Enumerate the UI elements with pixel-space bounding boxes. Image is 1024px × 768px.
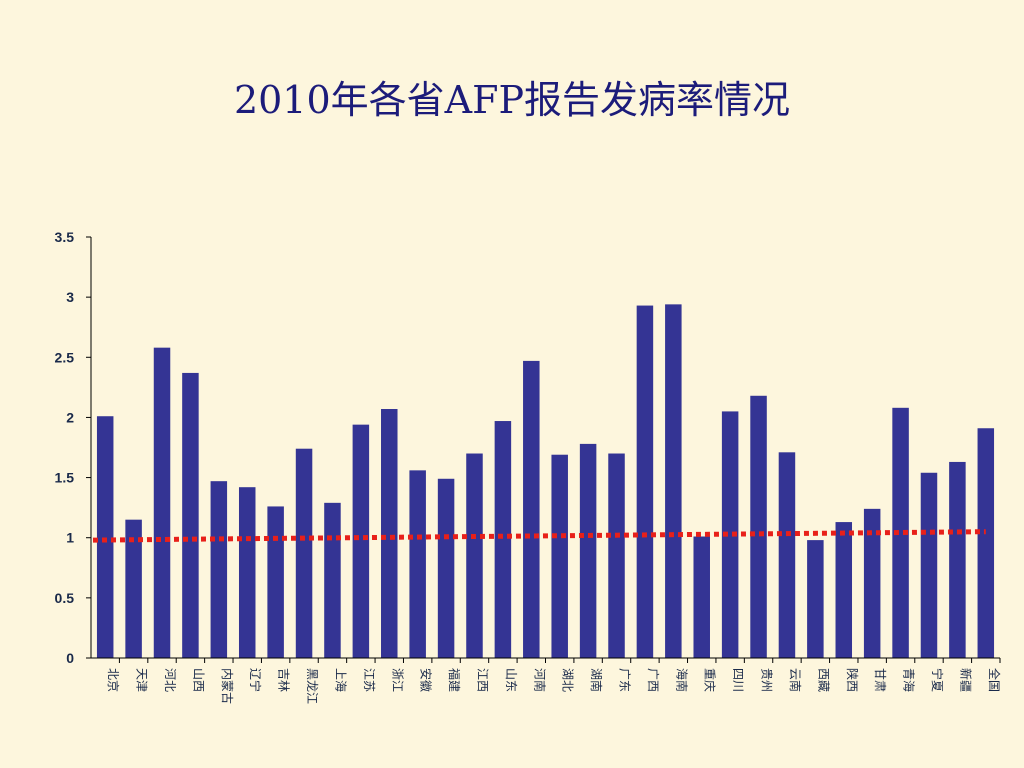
category-label: 上海 bbox=[333, 668, 348, 692]
y-tick-label: 1 bbox=[66, 530, 74, 546]
category-label: 山西 bbox=[191, 668, 205, 692]
x-axis: 北京 天津 河北 山西 内蒙古 辽宁 吉林 黑龙江 上海 江苏 浙江 安徽 福建 江西 山东 河南 湖北 湖南 广东… bbox=[91, 657, 1002, 704]
bar bbox=[863, 508, 881, 658]
y-tick-label: 3.5 bbox=[55, 229, 75, 245]
category-label: 云南 bbox=[788, 668, 803, 692]
bar bbox=[721, 411, 739, 658]
bar bbox=[636, 305, 654, 658]
bar bbox=[96, 416, 114, 658]
bar bbox=[324, 502, 341, 658]
category-label: 安徽 bbox=[419, 668, 434, 692]
bar bbox=[409, 470, 426, 658]
bar bbox=[892, 407, 909, 658]
category-label: 海南 bbox=[674, 668, 689, 692]
category-label: 重庆 bbox=[703, 668, 717, 692]
y-tick-label: 1.5 bbox=[55, 470, 75, 486]
category-label: 天津 bbox=[135, 668, 149, 692]
bars bbox=[96, 304, 995, 658]
category-label: 新疆 bbox=[958, 668, 973, 692]
category-label: 江西 bbox=[475, 668, 489, 692]
category-label: 陕西 bbox=[845, 668, 860, 692]
category-label: 江苏 bbox=[362, 668, 376, 692]
bar bbox=[750, 395, 767, 658]
category-label: 贵州 bbox=[760, 668, 774, 692]
category-label: 黑龙江 bbox=[305, 668, 319, 704]
bar bbox=[267, 506, 284, 658]
category-label: 浙江 bbox=[390, 668, 404, 692]
y-tick-label: 2.5 bbox=[55, 349, 75, 365]
bar bbox=[551, 454, 568, 658]
bar bbox=[295, 448, 313, 658]
category-label: 山东 bbox=[504, 668, 518, 692]
bar bbox=[835, 522, 853, 658]
bar bbox=[238, 487, 256, 658]
category-label: 辽宁 bbox=[248, 668, 263, 692]
bar bbox=[949, 461, 966, 658]
bar bbox=[437, 478, 455, 658]
category-label: 广西 bbox=[646, 668, 660, 692]
bar bbox=[665, 304, 682, 658]
y-tick-label: 3 bbox=[66, 289, 74, 305]
category-label: 福建 bbox=[447, 668, 462, 692]
bar bbox=[807, 540, 824, 658]
category-label: 内蒙古 bbox=[220, 668, 235, 704]
bar bbox=[381, 409, 398, 658]
category-label: 吉林 bbox=[277, 668, 291, 692]
bar bbox=[977, 428, 995, 658]
bar bbox=[153, 347, 171, 658]
category-label: 西藏 bbox=[816, 668, 830, 692]
category-label: 四川 bbox=[731, 668, 745, 692]
bar bbox=[494, 421, 512, 658]
bar bbox=[523, 360, 540, 658]
y-tick-label: 2 bbox=[66, 409, 74, 425]
category-label: 青海 bbox=[902, 668, 917, 692]
category-label: 宁夏 bbox=[930, 668, 945, 692]
bar bbox=[579, 443, 597, 658]
y-tick-label: 0.5 bbox=[55, 590, 75, 606]
trend-line bbox=[92, 529, 986, 543]
bar bbox=[182, 372, 199, 658]
bar bbox=[778, 452, 796, 658]
chart-title: 2010年各省AFP报告发病率情况 bbox=[233, 78, 791, 122]
bar bbox=[125, 519, 142, 658]
bar bbox=[466, 453, 483, 658]
category-label: 湖南 bbox=[589, 668, 604, 692]
bar bbox=[608, 453, 625, 658]
y-tick-label: 0 bbox=[66, 650, 74, 666]
category-label: 全国 bbox=[987, 668, 1002, 692]
category-label: 河南 bbox=[532, 668, 547, 692]
category-label: 北京 bbox=[106, 668, 120, 692]
bar bbox=[210, 481, 228, 658]
bar bbox=[352, 424, 370, 658]
bar bbox=[920, 472, 938, 658]
category-label: 甘肃 bbox=[873, 668, 887, 692]
category-label: 广东 bbox=[618, 668, 632, 692]
category-label: 湖北 bbox=[561, 668, 576, 692]
trendline bbox=[92, 529, 986, 543]
category-label: 河北 bbox=[163, 668, 177, 692]
y-axis: 0 0.5 1 1.5 2 2.5 3 3.5 bbox=[55, 229, 92, 666]
bar bbox=[693, 536, 710, 658]
